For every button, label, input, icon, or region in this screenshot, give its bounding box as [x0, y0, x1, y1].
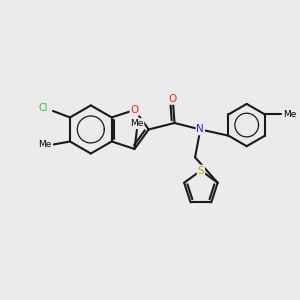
Text: Cl: Cl	[39, 103, 48, 113]
Text: Me: Me	[283, 110, 297, 119]
Text: S: S	[198, 166, 204, 176]
Text: Me: Me	[38, 140, 52, 149]
Text: N: N	[196, 124, 204, 134]
Text: Me: Me	[130, 119, 144, 128]
Text: O: O	[169, 94, 177, 104]
Text: O: O	[130, 105, 139, 115]
